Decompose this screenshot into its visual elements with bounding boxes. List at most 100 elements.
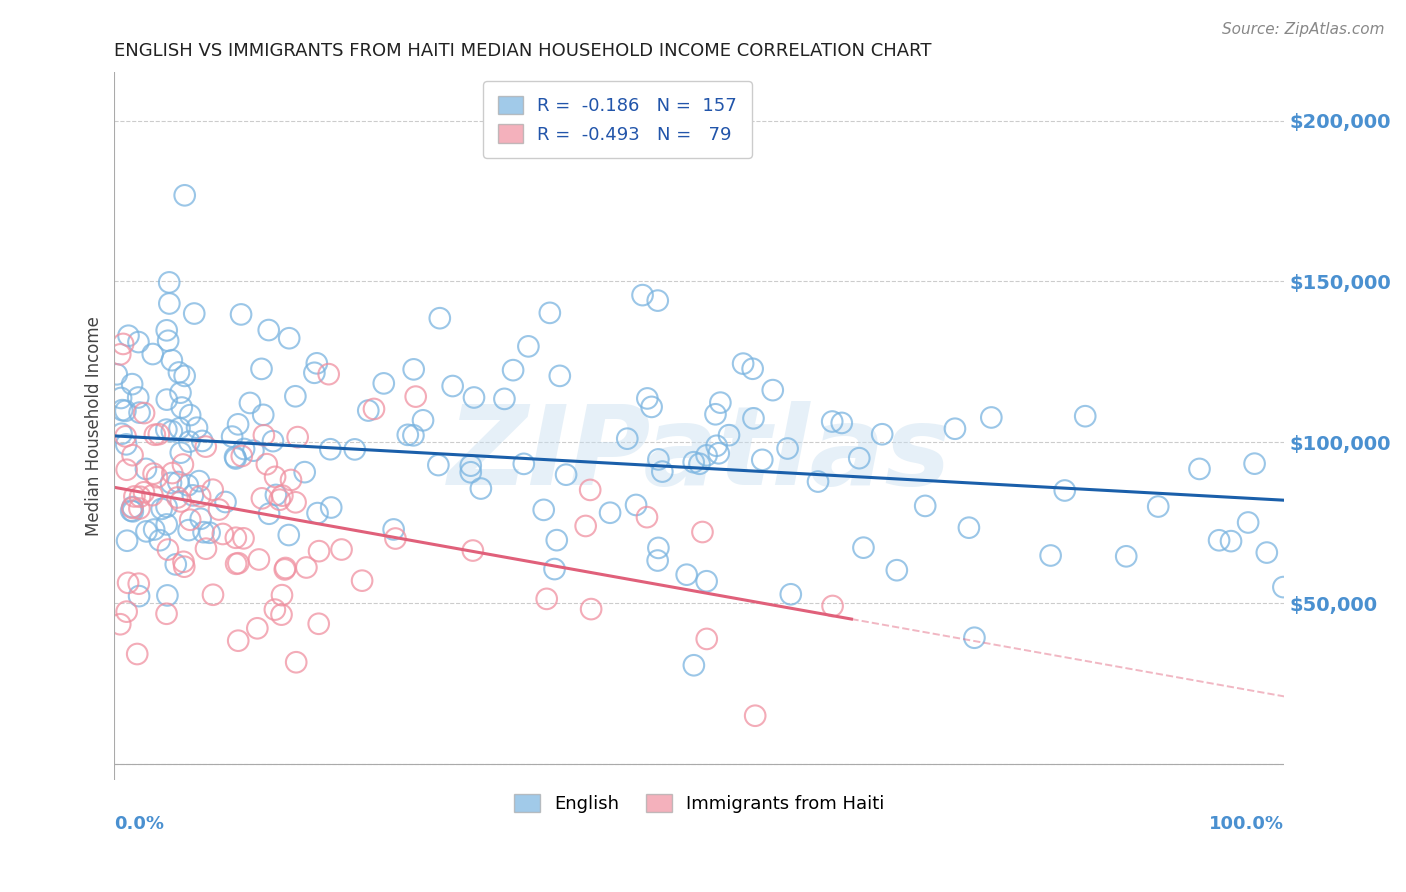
Point: [692, 524, 714, 539]
Point: [132, 406, 155, 420]
Point: [533, 503, 555, 517]
Point: [188, 489, 211, 503]
Point: [172, 458, 194, 472]
Text: 100.0%: 100.0%: [1209, 815, 1285, 833]
Point: [886, 563, 908, 577]
Point: [143, 427, 166, 442]
Point: [575, 519, 598, 533]
Text: Source: ZipAtlas.com: Source: ZipAtlas.com: [1222, 22, 1385, 37]
Point: [1243, 457, 1265, 471]
Point: [751, 453, 773, 467]
Point: [121, 377, 143, 392]
Point: [179, 513, 201, 527]
Point: [943, 422, 966, 436]
Point: [396, 427, 419, 442]
Point: [246, 621, 269, 635]
Point: [166, 491, 188, 505]
Point: [226, 633, 249, 648]
Point: [278, 331, 301, 345]
Point: [980, 410, 1002, 425]
Point: [631, 288, 654, 302]
Point: [689, 457, 711, 471]
Point: [179, 434, 201, 449]
Point: [127, 334, 149, 349]
Point: [636, 392, 658, 406]
Point: [274, 562, 297, 576]
Point: [127, 391, 149, 405]
Point: [304, 366, 326, 380]
Point: [848, 451, 870, 466]
Point: [173, 559, 195, 574]
Point: [280, 473, 302, 487]
Point: [762, 383, 785, 397]
Point: [135, 462, 157, 476]
Point: [651, 465, 673, 479]
Point: [167, 366, 190, 380]
Point: [262, 434, 284, 449]
Point: [470, 482, 492, 496]
Point: [330, 542, 353, 557]
Point: [271, 489, 294, 503]
Point: [170, 401, 193, 415]
Point: [308, 544, 330, 558]
Point: [214, 495, 236, 509]
Legend: English, Immigrants from Haiti: English, Immigrants from Haiti: [501, 780, 898, 828]
Point: [821, 415, 844, 429]
Point: [177, 523, 200, 537]
Point: [696, 574, 718, 589]
Point: [121, 500, 143, 515]
Point: [156, 589, 179, 603]
Point: [463, 391, 485, 405]
Point: [1256, 545, 1278, 559]
Point: [121, 500, 143, 514]
Point: [274, 561, 297, 575]
Point: [143, 523, 166, 537]
Point: [112, 337, 135, 351]
Point: [250, 362, 273, 376]
Point: [382, 523, 405, 537]
Point: [167, 475, 190, 489]
Point: [149, 533, 172, 548]
Point: [502, 363, 524, 377]
Point: [160, 475, 183, 490]
Point: [957, 521, 980, 535]
Point: [548, 368, 571, 383]
Point: [169, 385, 191, 400]
Point: [135, 524, 157, 539]
Point: [155, 500, 177, 514]
Point: [221, 429, 243, 443]
Point: [741, 361, 763, 376]
Point: [156, 323, 179, 337]
Point: [124, 490, 146, 504]
Point: [821, 599, 844, 613]
Point: [114, 429, 136, 443]
Point: [709, 395, 731, 409]
Point: [110, 617, 132, 632]
Point: [201, 588, 224, 602]
Point: [142, 347, 165, 361]
Point: [132, 485, 155, 500]
Point: [1188, 462, 1211, 476]
Point: [194, 541, 217, 556]
Point: [742, 411, 765, 425]
Point: [208, 502, 231, 516]
Point: [247, 552, 270, 566]
Point: [647, 553, 669, 567]
Point: [115, 463, 138, 477]
Point: [682, 455, 704, 469]
Point: [242, 443, 264, 458]
Point: [373, 376, 395, 391]
Point: [128, 589, 150, 603]
Point: [357, 403, 380, 417]
Point: [1074, 409, 1097, 424]
Point: [914, 499, 936, 513]
Point: [190, 512, 212, 526]
Text: ENGLISH VS IMMIGRANTS FROM HAITI MEDIAN HOUSEHOLD INCOME CORRELATION CHART: ENGLISH VS IMMIGRANTS FROM HAITI MEDIAN …: [114, 42, 932, 60]
Point: [696, 632, 718, 646]
Point: [285, 655, 308, 669]
Point: [870, 427, 893, 442]
Point: [181, 488, 204, 502]
Point: [1115, 549, 1137, 564]
Point: [128, 501, 150, 516]
Point: [117, 328, 139, 343]
